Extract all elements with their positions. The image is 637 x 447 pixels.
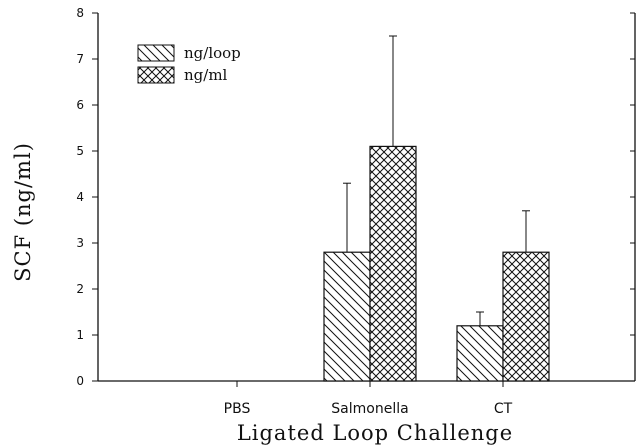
y-tick-label: 3 xyxy=(76,236,84,250)
y-tick-label: 5 xyxy=(76,144,84,158)
legend-swatch xyxy=(137,44,175,62)
y-ticks: 0 1 2 3 4 5 6 7 8 xyxy=(76,6,98,388)
error-bars xyxy=(343,35,530,326)
y-tick-label: 4 xyxy=(76,190,84,204)
y-tick-label: 2 xyxy=(76,282,84,296)
x-axis-title: Ligated Loop Challenge xyxy=(237,421,513,445)
right-ticks xyxy=(630,12,635,382)
y-tick-label: 8 xyxy=(76,6,84,20)
bar-ng-ml xyxy=(369,145,417,382)
y-axis-title: SCF (ng/ml) xyxy=(11,142,35,282)
y-tick-label: 7 xyxy=(76,52,84,66)
y-tick-label: 6 xyxy=(76,98,84,112)
bars xyxy=(323,145,550,382)
legend-label: ng/ml xyxy=(184,66,228,84)
bar-ng-ml xyxy=(502,251,550,382)
x-tick-label: Salmonella xyxy=(331,401,408,417)
bar-ng-loop xyxy=(456,325,504,382)
plot-area: 0 1 2 3 4 5 6 7 8 PBS Salmonella CT xyxy=(76,6,636,417)
y-tick-label: 1 xyxy=(76,328,84,342)
bar-ng-loop xyxy=(323,251,371,382)
legend: ng/loop ng/ml xyxy=(137,44,241,84)
x-ticks: PBS Salmonella CT xyxy=(224,381,513,417)
legend-swatch xyxy=(137,66,175,84)
x-tick-label: PBS xyxy=(224,401,251,417)
legend-label: ng/loop xyxy=(184,44,241,62)
x-tick-label: CT xyxy=(494,401,513,417)
y-tick-label: 0 xyxy=(76,374,84,388)
